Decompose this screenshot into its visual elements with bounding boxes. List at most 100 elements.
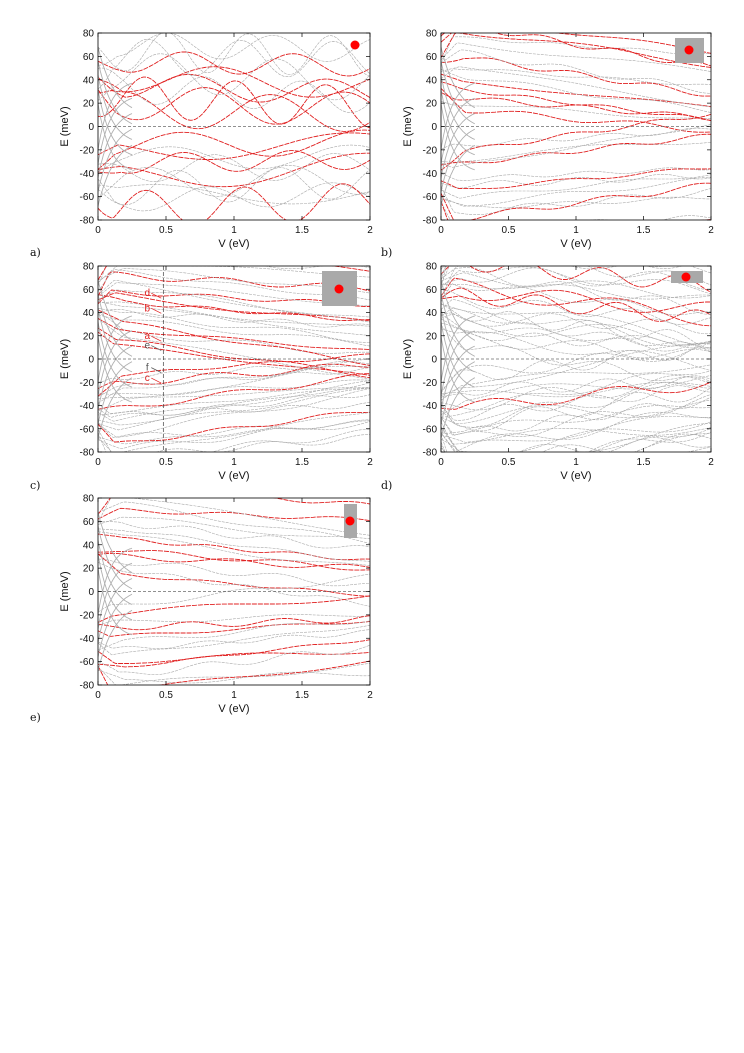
plot-area <box>98 498 370 685</box>
y-tick-label: 40 <box>83 540 95 551</box>
steep-band-line <box>98 89 133 156</box>
steep-band-line <box>98 75 133 140</box>
x-axis-label: V (eV) <box>218 238 249 250</box>
band-line <box>98 311 370 354</box>
band-line <box>441 267 711 315</box>
x-tick-label: 2 <box>367 690 373 701</box>
x-tick-label: 0.5 <box>502 457 516 468</box>
inset-dot <box>681 272 691 282</box>
inset-geometry <box>350 40 360 50</box>
band-line <box>441 324 711 382</box>
highlighted-band-line <box>98 353 370 397</box>
y-tick-label: -80 <box>423 216 438 227</box>
steep-band-line <box>441 113 475 178</box>
band-line <box>441 167 711 181</box>
band-line <box>441 396 711 434</box>
band-line <box>98 428 370 452</box>
highlighted-band-line <box>98 66 370 98</box>
highlighted-band-line <box>98 87 370 125</box>
highlighted-band-line <box>98 292 370 322</box>
steep-band-line <box>98 377 133 439</box>
y-tick-label: -40 <box>80 634 95 645</box>
band-line <box>441 387 711 432</box>
plot-area <box>98 266 370 452</box>
x-tick-label: 2 <box>708 225 714 236</box>
highlighted-band-line <box>441 266 711 293</box>
band-line <box>98 307 370 343</box>
band-line <box>441 433 711 452</box>
y-tick-label: -80 <box>80 216 95 227</box>
band-line <box>441 370 711 418</box>
band-line <box>441 201 711 220</box>
highlighted-band-line <box>98 289 370 308</box>
steep-band-line <box>441 321 475 388</box>
highlighted-band-line <box>98 550 370 571</box>
inset-geometry <box>322 271 357 306</box>
y-tick-label: -60 <box>423 192 438 203</box>
band-line <box>441 411 711 452</box>
steep-band-line <box>98 307 133 373</box>
state-annotation-arrow <box>151 367 162 373</box>
band-line <box>98 380 370 422</box>
inset-dot <box>345 516 355 526</box>
y-axis-label: E (meV) <box>59 339 71 379</box>
y-tick-label: -60 <box>423 424 438 435</box>
band-line <box>98 620 370 651</box>
highlighted-band-line <box>98 309 370 366</box>
band-line <box>98 420 370 445</box>
steep-band-line <box>98 144 133 207</box>
state-annotation-label: b <box>144 303 150 314</box>
state-annotation-arrow <box>151 377 162 384</box>
x-tick-label: 1.5 <box>295 457 309 468</box>
band-line <box>441 433 711 452</box>
highlighted-band-line <box>98 51 370 77</box>
y-tick-label: -20 <box>423 378 438 389</box>
highlighted-band-line <box>441 289 711 313</box>
y-tick-label: 0 <box>431 122 437 133</box>
plot-area <box>98 33 370 220</box>
band-line <box>98 184 370 205</box>
highlighted-band-line <box>98 620 370 637</box>
chart-panel-a: -80 -60 -40 -20 0 20 40 60 80 0 0.5 1 1.5 2 V (eV) E (m… <box>30 29 373 260</box>
steep-band-line <box>98 97 133 164</box>
state-annotation-label: d <box>144 288 150 299</box>
x-tick-label: 1 <box>231 457 237 468</box>
highlighted-band-line <box>98 553 370 597</box>
highlighted-band-line <box>98 327 370 379</box>
band-line <box>98 501 370 544</box>
band-line <box>98 521 370 549</box>
highlighted-band-line <box>98 615 370 631</box>
steep-band-line <box>98 103 133 171</box>
highlighted-band-line <box>441 33 711 54</box>
inset-geometry <box>344 504 357 538</box>
highlighted-band-line <box>98 660 370 685</box>
panel-label: d) <box>381 479 392 492</box>
y-tick-label: 60 <box>83 285 95 296</box>
band-line <box>98 144 370 172</box>
highlighted-band-line <box>441 92 711 121</box>
band-line <box>98 434 370 452</box>
highlighted-band-line <box>441 73 711 108</box>
steep-band-line <box>98 547 133 615</box>
band-line <box>441 289 711 325</box>
steep-band-line <box>98 540 133 605</box>
x-tick-label: 1.5 <box>637 457 651 468</box>
band-line <box>441 399 711 425</box>
steep-band-line <box>98 113 133 178</box>
highlighted-band-line <box>98 552 370 568</box>
x-tick-label: 1 <box>573 457 579 468</box>
band-line <box>98 669 370 684</box>
band-line <box>441 69 711 113</box>
steep-band-line <box>441 89 475 156</box>
band-line <box>98 402 370 416</box>
x-tick-label: 0 <box>438 457 444 468</box>
plot-area <box>441 266 711 452</box>
highlighted-band-line <box>98 498 370 515</box>
chart-panel-c: -80 -60 -40 -20 0 20 40 60 80 0 0.5 1 1.5 2 V (eV) E (m… <box>30 262 373 493</box>
y-tick-label: 40 <box>426 308 438 319</box>
band-line <box>98 365 370 404</box>
panel-label: e) <box>30 711 41 724</box>
highlighted-band-line <box>441 57 711 97</box>
band-line <box>98 498 370 536</box>
steep-band-line <box>98 593 133 658</box>
